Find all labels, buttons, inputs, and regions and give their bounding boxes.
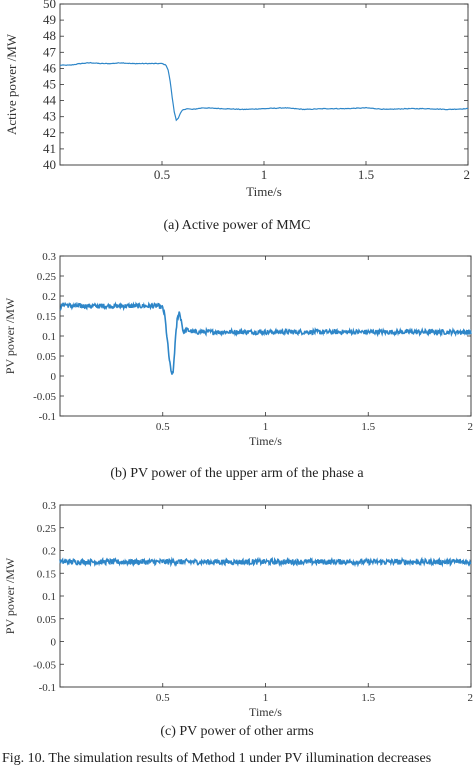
series-line — [59, 556, 472, 568]
y-tick-label: 48 — [43, 28, 56, 43]
chart-panel-a: 40 41 42 43 44 45 46 47 48 49 50 0.5 1 1.5 2 Time/s Acti… — [0, 0, 474, 240]
series-line — [59, 301, 472, 375]
x-tick-label: 1.5 — [358, 167, 374, 182]
y-tick-label: 0.1 — [42, 591, 56, 603]
y-axis-label: PV power /MW — [3, 557, 17, 634]
y-tick-label: 44 — [43, 93, 57, 108]
x-tick-label: 0.5 — [156, 692, 170, 704]
x-axis-label: Time/s — [249, 705, 282, 719]
x-tick-label: 2 — [468, 692, 474, 704]
y-axis-label: PV power /MW — [3, 297, 17, 374]
y-tick-label: 0.15 — [37, 311, 57, 323]
y-tick-label: 47 — [43, 44, 57, 59]
x-tick-label: 1 — [261, 167, 268, 182]
y-tick-label: 46 — [43, 60, 57, 75]
y-tick-label: 0.05 — [37, 351, 57, 363]
y-tick-label: 0 — [51, 371, 57, 383]
y-tick-label: 40 — [43, 157, 56, 172]
y-axis-label: Active power /MW — [4, 33, 19, 135]
x-tick-label: 2 — [464, 167, 471, 182]
y-tick-label: -0.05 — [33, 391, 56, 403]
chart-c-svg: -0.1 -0.05 0 0.05 0.1 0.15 0.2 0.25 0.3 0.5 1 1.5 2 T… — [3, 500, 474, 719]
x-axis-label: Time/s — [249, 434, 282, 448]
y-tick-label: 0.1 — [42, 331, 56, 343]
y-tick-label: -0.1 — [39, 682, 56, 694]
y-tick-label: 42 — [43, 125, 56, 140]
x-tick-label: 2 — [468, 421, 474, 433]
plot-area-frame — [59, 504, 472, 688]
x-axis-label: Time/s — [246, 184, 282, 199]
y-tick-label: 0.2 — [42, 291, 56, 303]
chart-c-caption: (c) PV power of other arms — [160, 724, 314, 739]
y-tick-label: 45 — [43, 77, 56, 92]
chart-a-caption: (a) Active power of MMC — [163, 218, 311, 233]
y-tick-label: 49 — [43, 12, 56, 27]
y-tick-label: 0 — [51, 637, 57, 649]
x-tick-label: 1.5 — [361, 421, 375, 433]
chart-panel-c: -0.1 -0.05 0 0.05 0.1 0.15 0.2 0.25 0.3 0.5 1 1.5 2 T… — [3, 500, 474, 739]
figure-caption: Fig. 10. The simulation results of Metho… — [2, 751, 432, 766]
y-tick-label: 0.3 — [42, 500, 56, 512]
y-tick-label: 0.05 — [37, 614, 57, 626]
chart-b-caption: (b) PV power of the upper arm of the pha… — [110, 466, 364, 481]
y-tick-label: -0.05 — [33, 659, 56, 671]
y-tick-label: 41 — [43, 141, 56, 156]
y-tick-label: 0.15 — [37, 568, 57, 580]
y-tick-label: 0.3 — [42, 251, 56, 263]
series-line — [59, 61, 469, 122]
x-tick-label: 1 — [263, 692, 269, 704]
x-tick-label: 0.5 — [156, 421, 170, 433]
x-tick-label: 1.5 — [361, 692, 375, 704]
y-tick-label: 43 — [43, 109, 56, 124]
y-tick-label: -0.1 — [39, 411, 56, 423]
y-tick-label: 0.25 — [37, 523, 57, 535]
x-tick-label: 0.5 — [154, 167, 170, 182]
chart-panel-b: -0.1 -0.05 0 0.05 0.1 0.15 0.2 0.25 0.3 0.5 1 1.5 2 T… — [3, 251, 474, 481]
x-tick-label: 1 — [263, 421, 269, 433]
y-tick-label: 0.25 — [37, 271, 57, 283]
y-tick-label: 50 — [43, 0, 56, 11]
chart-b-svg: -0.1 -0.05 0 0.05 0.1 0.15 0.2 0.25 0.3 0.5 1 1.5 2 T… — [3, 251, 474, 448]
y-tick-label: 0.2 — [42, 546, 56, 558]
